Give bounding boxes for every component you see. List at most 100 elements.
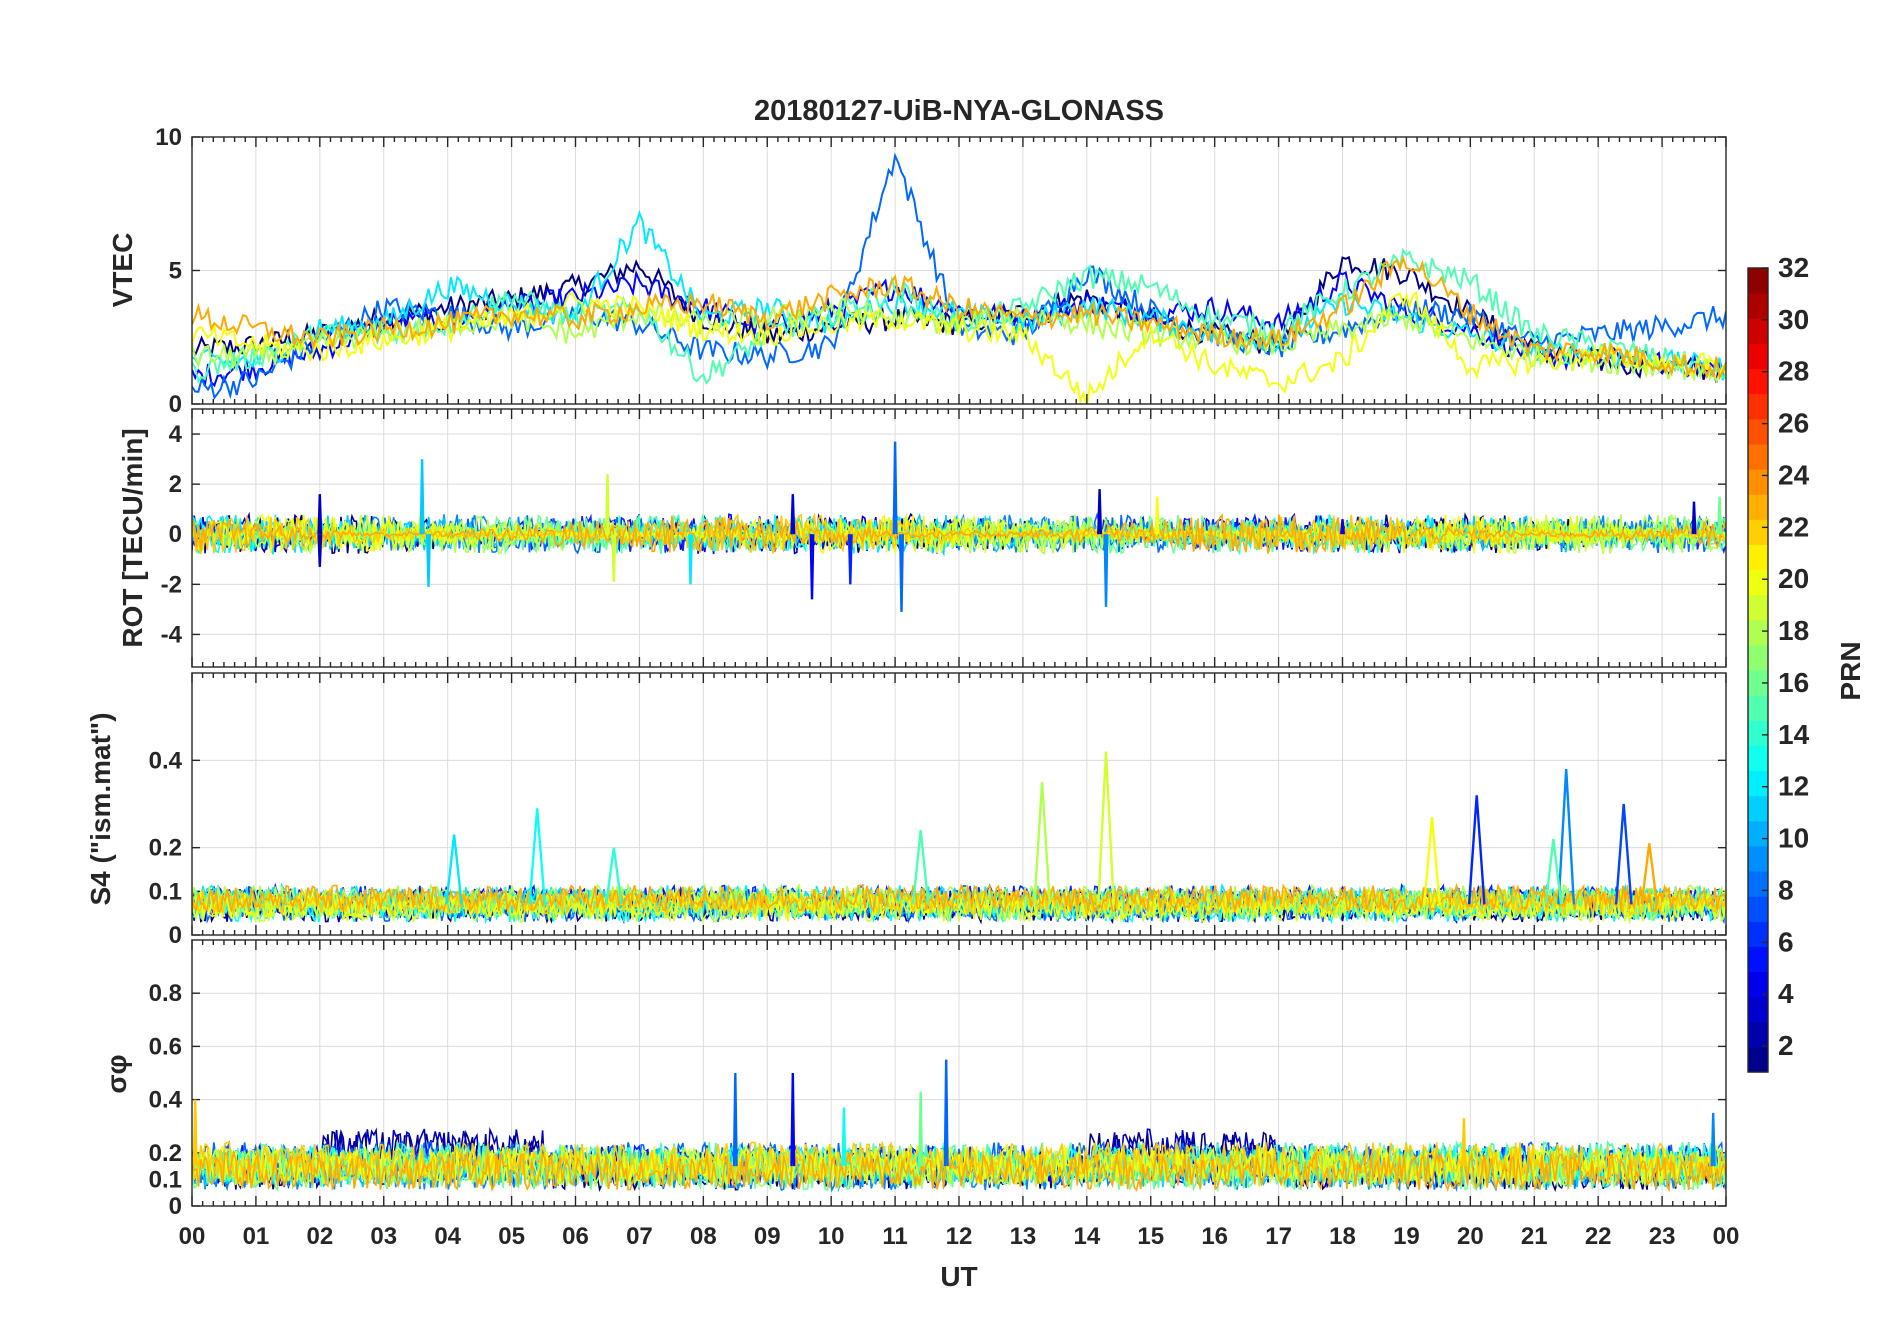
s4-spike-11	[1544, 838, 1563, 905]
colorbar-tick-label: 24	[1778, 459, 1810, 490]
x-tick-label: 09	[754, 1223, 781, 1250]
x-tick-label: 16	[1201, 1223, 1228, 1250]
x-tick-label: 11	[882, 1223, 907, 1250]
s4-spike-2	[605, 847, 623, 905]
vtec-series-prn-23	[192, 254, 1726, 381]
panel-s4-ytick-label: 0.4	[149, 747, 183, 774]
colorbar-tick-label: 32	[1778, 252, 1809, 283]
colorbar-band	[1748, 544, 1768, 571]
panel-vtec-data	[192, 152, 1726, 404]
colorbar-tick-label: 18	[1778, 615, 1809, 646]
panel-sigma_phi-ylabel: σφ	[101, 1054, 132, 1093]
x-tick-label: 13	[1010, 1223, 1037, 1250]
panel-rot-ytick-label: 4	[169, 421, 183, 448]
colorbar-band	[1748, 996, 1768, 1023]
rot-spike-13	[1154, 496, 1160, 535]
panel-vtec-ylabel: VTEC	[107, 233, 138, 308]
colorbar-band	[1748, 720, 1768, 746]
colorbar-band	[1748, 393, 1768, 420]
rot-spike-14	[1097, 489, 1103, 535]
colorbar-band	[1748, 695, 1768, 721]
sigma_phi-spike-1	[732, 1072, 738, 1167]
panel-rot-ytick-label: -2	[161, 571, 182, 598]
sigma_phi-series-prn-18	[192, 1147, 1726, 1190]
x-tick-label: 03	[370, 1223, 397, 1250]
panel-rot: -4 -2 0 2 4 ROT [TECU/min]	[117, 408, 1727, 668]
x-tick-label: 18	[1329, 1223, 1356, 1250]
panel-sigma_phi-ytick-label: 0.8	[149, 980, 182, 1007]
rot-spike-5	[611, 534, 617, 582]
x-axis: 00 01 02 03 04 05 06 07 08 09 10 11 12 13 14 15 16 17 18 19…	[179, 1223, 1740, 1250]
colorbar-band	[1748, 293, 1768, 319]
colorbar-band	[1748, 443, 1768, 470]
panel-vtec-ytick-label: 10	[155, 124, 182, 151]
colorbar-tick-label: 20	[1778, 563, 1809, 594]
colorbar-band	[1748, 519, 1768, 545]
colorbar-band	[1748, 946, 1768, 973]
panel-sigma_phi-data	[192, 1059, 1726, 1193]
panel-vtec-ytick-label: 5	[169, 258, 182, 285]
colorbar-band	[1748, 469, 1768, 495]
colorbar-band	[1748, 594, 1768, 621]
colorbar-band	[1748, 644, 1768, 671]
x-tick-label: 01	[243, 1223, 270, 1250]
panel-rot-ytick-label: -4	[161, 621, 183, 648]
colorbar-band	[1748, 770, 1768, 797]
panel-sigma_phi-ytick-label: 0.6	[149, 1033, 182, 1060]
colorbar-tick-label: 10	[1778, 823, 1809, 854]
sigma_phi-spike-6	[1461, 1118, 1467, 1167]
colorbar-tick-label: 28	[1778, 356, 1809, 387]
x-tick-label: 15	[1137, 1223, 1164, 1250]
colorbar-band	[1748, 745, 1768, 772]
colorbar-tick-label: 26	[1778, 408, 1809, 439]
panel-rot-ylabel: ROT [TECU/min]	[117, 428, 148, 647]
x-tick-label: 00	[179, 1223, 206, 1250]
colorbar-tick-label: 14	[1778, 719, 1810, 750]
panel-sigma_phi-frame	[191, 939, 1727, 1207]
panel-vtec-ytick-label: 0	[169, 391, 182, 418]
sigma_phi-series-prn-23	[192, 1150, 1726, 1193]
colorbar-tick-label: 6	[1778, 926, 1794, 957]
x-tick-label: 10	[818, 1223, 845, 1250]
panel-sigma_phi: 00.10.2 0.4 0.6 0.8 σφ	[101, 939, 1727, 1220]
s4-spike-0	[445, 834, 463, 905]
s4-spike-4	[1033, 782, 1051, 905]
s4-spike-1	[528, 808, 546, 905]
x-tick-label: 12	[946, 1223, 973, 1250]
rot-spike-4	[605, 474, 610, 535]
x-tick-label: 20	[1457, 1223, 1484, 1250]
x-tick-label: 19	[1393, 1223, 1420, 1250]
sigma_phi-spike-7	[1710, 1112, 1716, 1167]
colorbar-band	[1748, 569, 1768, 596]
sigma_phi-spike-3	[841, 1107, 847, 1167]
panel-vtec: 0 5 10 VTEC	[107, 124, 1727, 418]
panel-s4-ytick-label: 0.2	[149, 835, 182, 862]
rot-spike-3	[426, 534, 431, 587]
panel-s4-data	[192, 751, 1726, 925]
colorbar-tick-label: 12	[1778, 771, 1809, 802]
rot-spike-0	[317, 494, 323, 535]
colorbar-band	[1748, 418, 1768, 445]
x-tick-label: 22	[1585, 1223, 1612, 1250]
s4-spike-3	[911, 830, 930, 905]
sigma_phi-spike-0	[192, 1099, 198, 1167]
colorbar-band	[1748, 1046, 1768, 1073]
colorbar-band	[1748, 318, 1768, 344]
panel-sigma_phi-ytick-label: 0.4	[149, 1087, 183, 1114]
colorbar-tick-label: 22	[1778, 511, 1809, 542]
rot-spike-10	[899, 534, 904, 612]
rot-spike-17	[1717, 496, 1723, 535]
panel-s4-frame	[191, 672, 1727, 936]
colorbar-tick-label: 8	[1778, 874, 1794, 905]
colorbar-band	[1748, 871, 1768, 897]
panel-sigma_phi-ytick-label: 0	[169, 1193, 182, 1220]
colorbar-tick-label: 2	[1778, 1030, 1794, 1061]
colorbar-band	[1748, 795, 1768, 822]
x-tick-label: 00	[1713, 1223, 1740, 1250]
x-tick-label: 17	[1265, 1223, 1292, 1250]
x-tick-label: 02	[306, 1223, 333, 1250]
rot-spike-9	[892, 441, 898, 535]
x-tick-label: 05	[498, 1223, 525, 1250]
